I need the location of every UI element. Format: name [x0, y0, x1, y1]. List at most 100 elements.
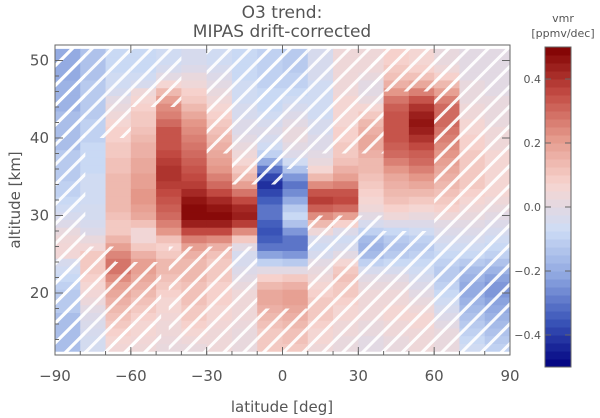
- heatmap-cell: [105, 203, 132, 213]
- heatmap-cell: [181, 110, 208, 120]
- heatmap-cell: [181, 172, 208, 182]
- heatmap-cell: [156, 227, 182, 236]
- x-axis: −90 −60 −30 0 30 60 90: [39, 45, 520, 385]
- heatmap-cell: [130, 203, 157, 213]
- heatmap-cell: [181, 227, 208, 236]
- heatmap-cell: [257, 281, 284, 290]
- heatmap-cell: [282, 234, 309, 244]
- heatmap-cell: [257, 196, 284, 205]
- heatmap-cell: [307, 165, 334, 174]
- heatmap-cell: [383, 180, 410, 189]
- y-axis: 20 30 40 50: [30, 44, 510, 340]
- heatmap-cell: [181, 234, 208, 244]
- heatmap-cell: [282, 219, 309, 228]
- heatmap-cell: [156, 211, 182, 220]
- hatched-region: [257, 45, 308, 169]
- colorbar-step: [545, 327, 571, 336]
- x-axis-label: latitude [deg]: [231, 398, 333, 416]
- heatmap-cell: [130, 188, 157, 197]
- heatmap-cell: [156, 234, 182, 244]
- heatmap-cell: [80, 165, 107, 174]
- colorbar-step: [545, 255, 571, 264]
- heatmap-cell: [206, 203, 233, 213]
- heatmap-cell: [383, 134, 410, 143]
- heatmap-cell: [333, 172, 359, 182]
- heatmap-cell: [333, 149, 359, 158]
- heatmap-cell: [80, 211, 107, 220]
- heatmap-cell: [408, 87, 435, 96]
- heatmap-cell: [130, 149, 157, 158]
- y-axis-label: altitude [km]: [6, 151, 24, 248]
- heatmap-cell: [156, 110, 182, 120]
- heatmap-cell: [231, 203, 258, 213]
- heatmap-cell: [257, 234, 284, 244]
- heatmap-cell: [80, 227, 107, 236]
- heatmap-cell: [358, 188, 385, 197]
- heatmap-cell: [333, 203, 359, 213]
- x-tick-label: 0: [278, 367, 288, 385]
- heatmap-cell: [257, 203, 284, 213]
- colorbar-step: [545, 215, 571, 224]
- x-tick-label: 30: [349, 367, 368, 385]
- heatmap-cell: [181, 56, 208, 65]
- heatmap-cell: [181, 95, 208, 104]
- heatmap-cell: [181, 165, 208, 174]
- heatmap-cell: [156, 157, 182, 166]
- heatmap-cell: [257, 289, 284, 298]
- heatmap-cell: [130, 227, 157, 236]
- heatmap-cell: [156, 203, 182, 213]
- colorbar-step: [545, 63, 571, 72]
- heatmap-cell: [206, 196, 233, 205]
- heatmap-cell: [181, 134, 208, 143]
- colorbar-step: [545, 351, 571, 360]
- heatmap-cell: [105, 227, 132, 236]
- heatmap-cell: [156, 172, 182, 182]
- colorbar-step: [545, 247, 571, 256]
- colorbar-step: [545, 343, 571, 352]
- heatmap-cell: [307, 196, 334, 205]
- heatmap-cell: [156, 118, 182, 127]
- hatched-region: [370, 45, 460, 92]
- heatmap-cell: [80, 141, 107, 151]
- heatmap-cell: [408, 219, 435, 228]
- heatmap-cell: [181, 141, 208, 151]
- heatmap-cell: [130, 180, 157, 189]
- heatmap-cell: [181, 157, 208, 166]
- heatmap-cell: [383, 103, 410, 112]
- heatmap-cell: [358, 180, 385, 189]
- heatmap-cell: [130, 134, 157, 143]
- hatched-region: [130, 45, 182, 107]
- heatmap-cell: [80, 149, 107, 158]
- colorbar-title-line-2: [ppmv/dec]: [531, 27, 594, 40]
- heatmap-cell: [282, 180, 309, 189]
- heatmap-cell: [231, 188, 258, 197]
- heatmap-cell: [130, 126, 157, 135]
- x-tick-label: −60: [115, 367, 147, 385]
- heatmap-cell: [333, 157, 359, 166]
- heatmap-cell: [257, 258, 284, 267]
- heatmap-cell: [181, 103, 208, 112]
- heatmap-cell: [282, 203, 309, 213]
- colorbar-step: [545, 167, 571, 176]
- heatmap-cell: [80, 157, 107, 166]
- heatmap-cell: [257, 273, 284, 282]
- heatmap-cell: [130, 141, 157, 151]
- heatmap-cell: [231, 196, 258, 205]
- x-tick-label: 60: [425, 367, 444, 385]
- heatmap-cell: [130, 165, 157, 174]
- heatmap-cell: [408, 118, 435, 127]
- heatmap-cell: [181, 196, 208, 205]
- heatmap-cell: [206, 234, 233, 244]
- heatmap-cell: [206, 219, 233, 228]
- heatmap-cell: [105, 172, 132, 182]
- heatmap-cell: [181, 87, 208, 96]
- heatmap-cell: [282, 250, 309, 259]
- heatmap-cell: [181, 211, 208, 220]
- heatmap-cell: [383, 165, 410, 174]
- colorbar-step: [545, 359, 571, 368]
- heatmap-cell: [130, 103, 157, 112]
- heatmap-cell: [408, 203, 435, 213]
- heatmap-cell: [333, 180, 359, 189]
- y-tick-label: 30: [30, 207, 49, 225]
- heatmap-cell: [408, 126, 435, 135]
